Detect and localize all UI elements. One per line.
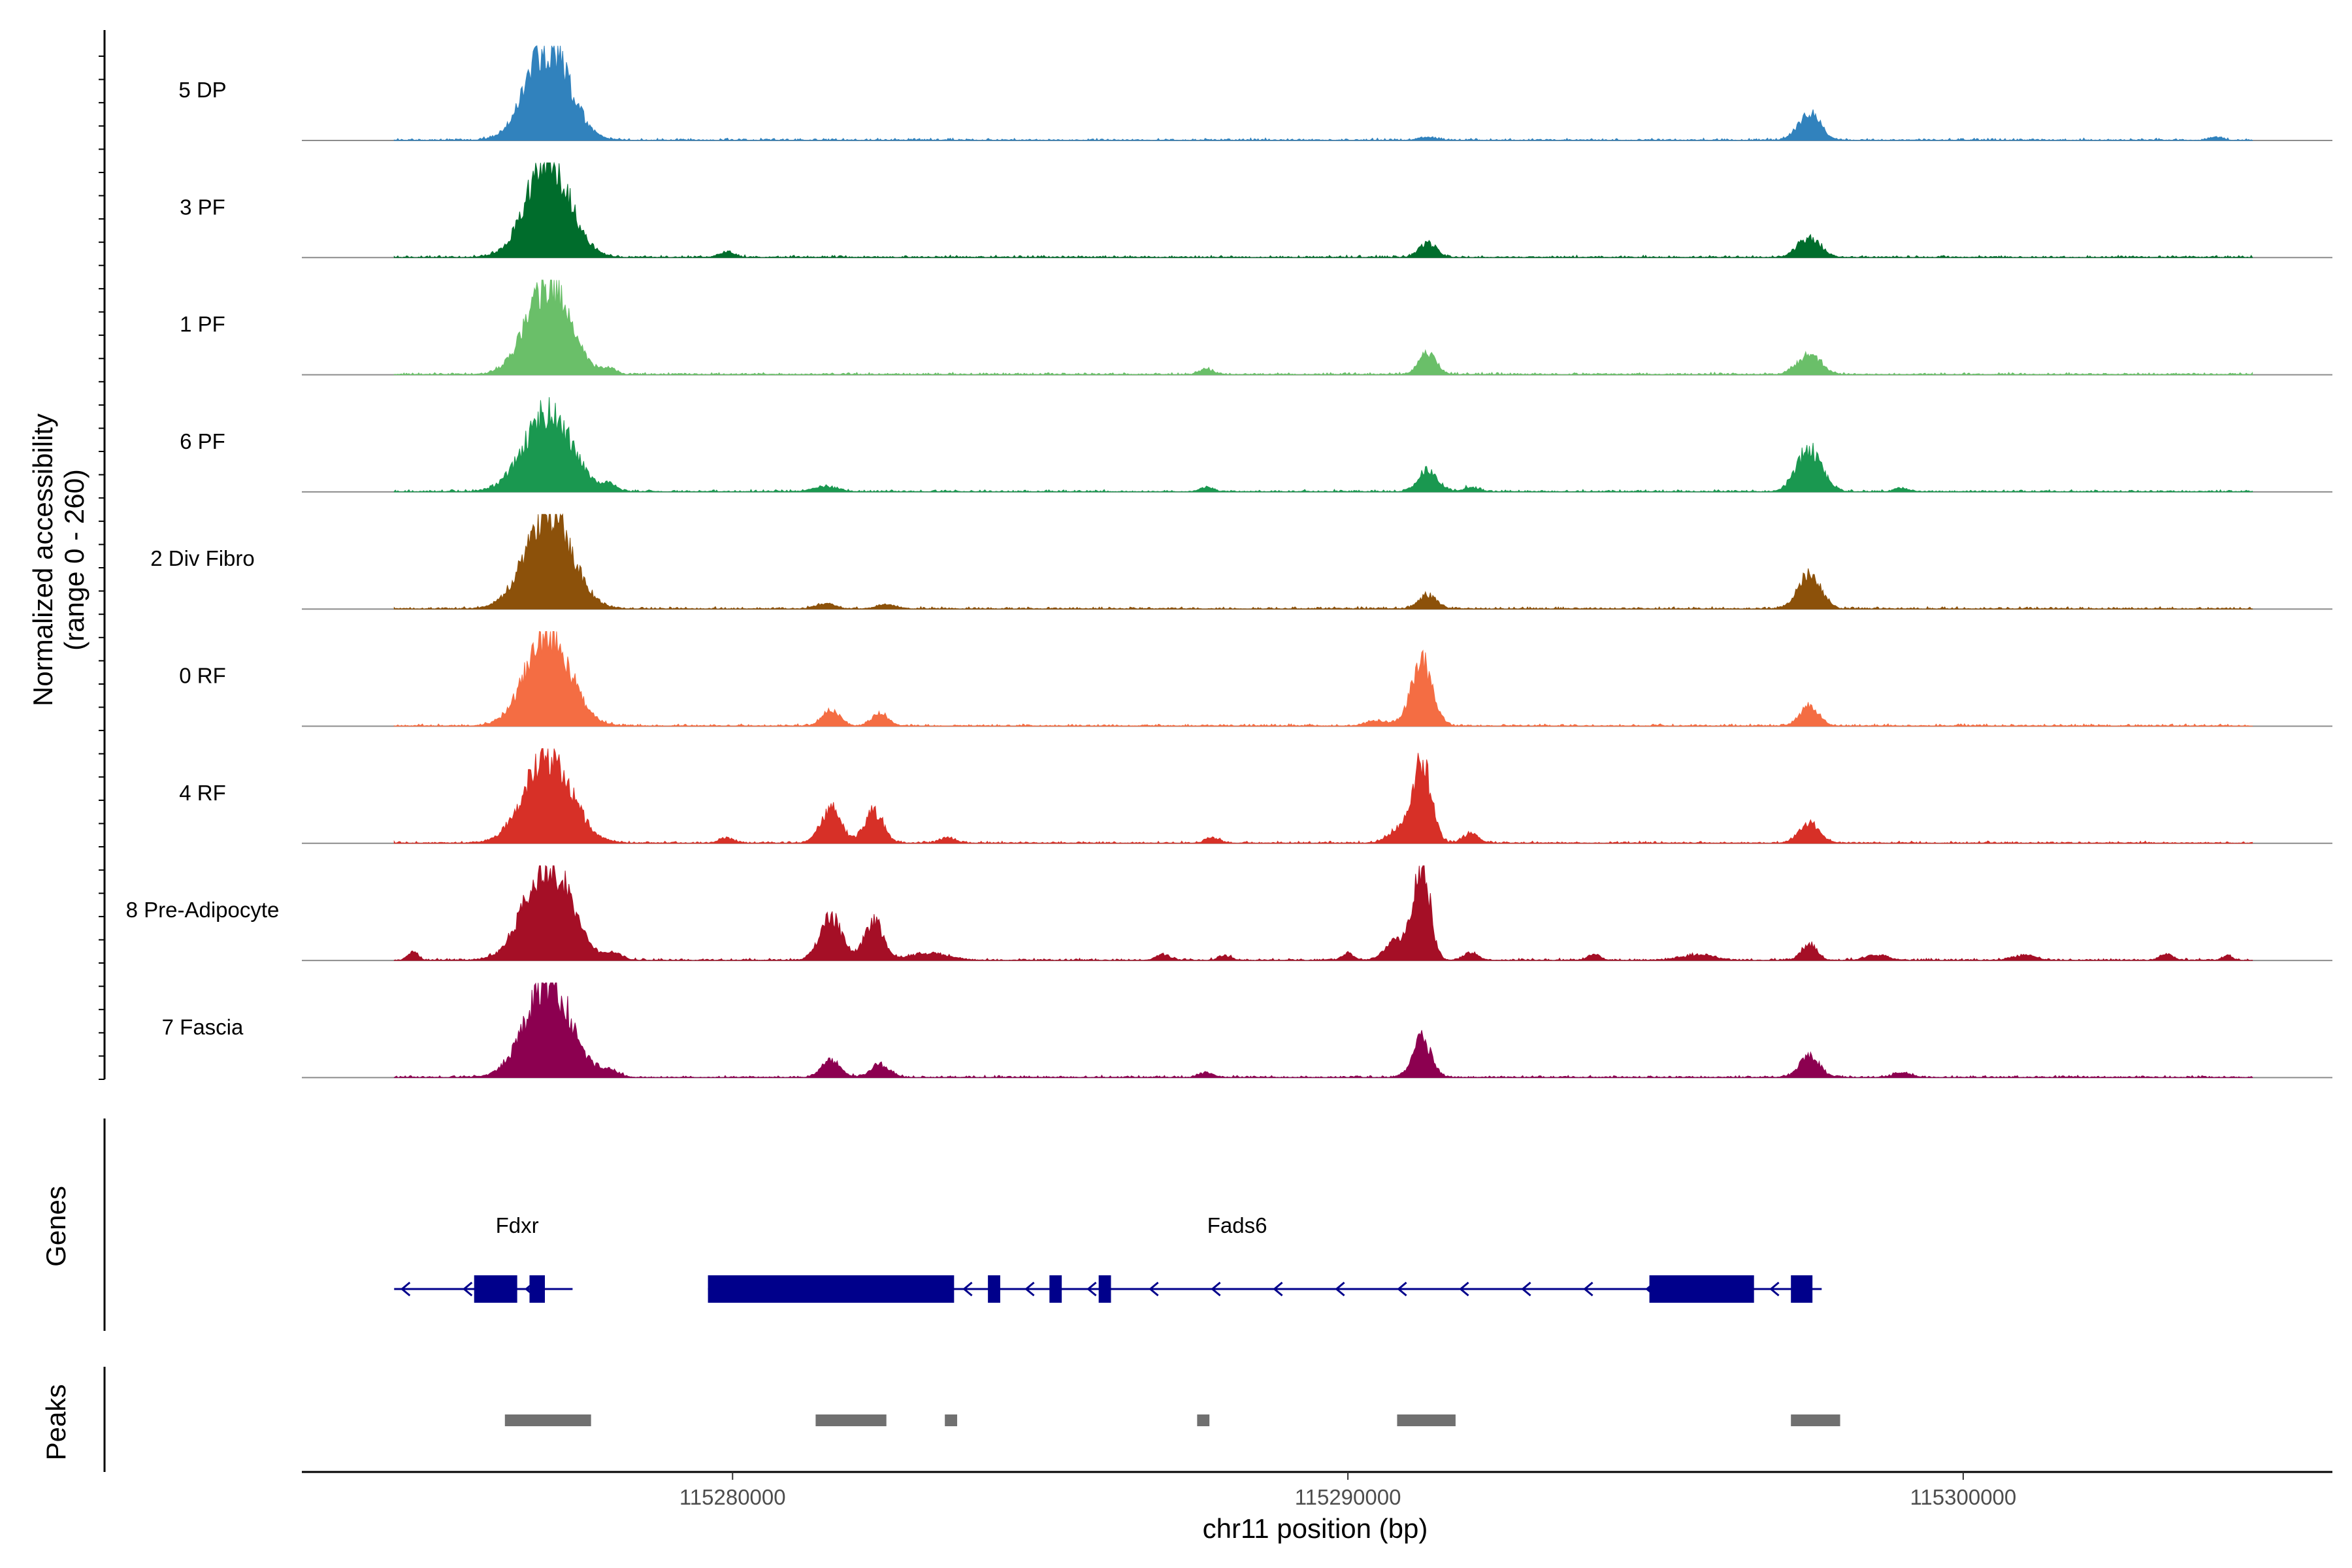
gene-fdxr: Fdxr [394, 1213, 573, 1303]
peak-region [1397, 1414, 1456, 1426]
gene-label: Fdxr [496, 1213, 539, 1237]
track-label: 1 PF [180, 312, 225, 336]
track-8-pre-adipocyte: 8 Pre-Adipocyte [126, 865, 2332, 962]
peak-region [504, 1414, 591, 1426]
strand-arrow-icon [462, 1281, 473, 1297]
coverage-area [393, 45, 2253, 141]
peaks-track-title: Peaks [41, 1384, 71, 1461]
track-6-pf: 6 PF [180, 397, 2332, 493]
strand-arrow-icon [1397, 1281, 1407, 1297]
exon [1098, 1275, 1111, 1303]
coverage-area [393, 513, 2253, 610]
strand-arrow-icon [1273, 1281, 1283, 1297]
strand-arrow-icon [1459, 1281, 1469, 1297]
track-label: 7 Fascia [162, 1015, 244, 1039]
strand-arrow-icon [1583, 1281, 1593, 1297]
strand-arrow-icon [962, 1281, 973, 1297]
exon [988, 1275, 1000, 1303]
genes-track-title: Genes [41, 1186, 71, 1267]
track-2-div-fibro: 2 Div Fibro [150, 513, 2332, 610]
track-label: 6 PF [180, 429, 225, 453]
strand-arrow-icon [1335, 1281, 1345, 1297]
exon [474, 1275, 517, 1303]
exon [529, 1275, 546, 1303]
strand-arrow-icon [1024, 1281, 1035, 1297]
x-tick-label: 115280000 [679, 1485, 786, 1509]
strand-arrow-icon [1769, 1281, 1780, 1297]
exon [1049, 1275, 1062, 1303]
y-axis-range: (range 0 - 260) [59, 469, 90, 651]
track-3-pf: 3 PF [180, 161, 2332, 259]
track-1-pf: 1 PF [180, 280, 2332, 376]
gene-track: Genes Fdxr Fads6 [41, 1119, 1822, 1331]
track-7-fascia: 7 Fascia [162, 982, 2332, 1079]
x-tick-label: 115290000 [1295, 1485, 1401, 1509]
track-5-dp: 5 DP [178, 45, 2332, 141]
track-0-rf: 0 RF [179, 630, 2332, 727]
gene-fads6: Fads6 [708, 1213, 1822, 1303]
track-label: 3 PF [180, 195, 225, 219]
strand-arrow-icon [1086, 1281, 1097, 1297]
x-tick-label: 115300000 [1910, 1485, 2017, 1509]
coverage-tracks: 5 DP 3 PF 1 PF 6 PF 2 Div Fibro 0 RF 4 RF 8 Pre… [126, 45, 2332, 1079]
exon [1649, 1275, 1754, 1303]
peak-region [1791, 1414, 1840, 1426]
peak-track: Peaks [41, 1367, 1840, 1472]
coverage-area [393, 865, 2253, 962]
track-label: 4 RF [179, 781, 226, 805]
strand-arrow-icon [1211, 1281, 1221, 1297]
strand-arrow-icon [400, 1281, 411, 1297]
track-4-rf: 4 RF [179, 748, 2332, 844]
coverage-area [393, 397, 2253, 493]
gene-label: Fads6 [1207, 1213, 1267, 1237]
strand-arrow-icon [1149, 1281, 1159, 1297]
track-label: 2 Div Fibro [150, 546, 255, 570]
peak-region [945, 1414, 958, 1426]
track-label: 8 Pre-Adipocyte [126, 898, 280, 922]
x-axis: chr11 position (bp) 115280000 115290000 11… [302, 1471, 2332, 1544]
coverage-area [393, 161, 2253, 259]
strand-arrow-icon [1521, 1281, 1531, 1297]
x-axis-title: chr11 position (bp) [1203, 1513, 1428, 1544]
track-label: 0 RF [179, 664, 226, 688]
peak-region [815, 1414, 887, 1426]
coverage-area [393, 280, 2253, 376]
coverage-area [393, 748, 2253, 844]
track-label: 5 DP [178, 78, 226, 102]
peak-region [1197, 1414, 1210, 1426]
y-axis-title: Normalized accessibility [27, 414, 58, 706]
coverage-area [393, 982, 2253, 1079]
exon [1791, 1275, 1813, 1303]
exon [708, 1275, 955, 1303]
y-axis: Normalized accessibility (range 0 - 260) [27, 30, 106, 1080]
coverage-area [393, 630, 2253, 727]
